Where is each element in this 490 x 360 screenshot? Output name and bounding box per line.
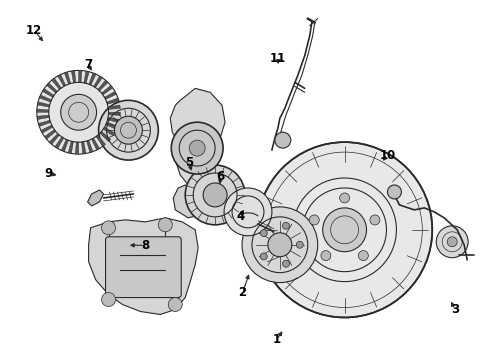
Polygon shape [107,98,119,104]
Text: 2: 2 [239,287,246,300]
Polygon shape [104,91,117,99]
Polygon shape [100,131,111,141]
Circle shape [101,221,116,235]
Polygon shape [37,109,49,112]
Circle shape [296,241,303,248]
Polygon shape [87,140,93,153]
Circle shape [98,100,158,160]
Polygon shape [173,185,205,218]
Polygon shape [64,72,71,84]
Circle shape [101,293,116,306]
Text: 5: 5 [185,156,193,169]
Circle shape [340,193,349,203]
Text: 9: 9 [45,167,53,180]
Polygon shape [89,218,198,315]
Text: 4: 4 [236,210,244,223]
Polygon shape [96,135,105,146]
Circle shape [189,140,205,156]
Polygon shape [45,130,56,139]
Polygon shape [72,71,76,83]
Text: 3: 3 [451,303,459,316]
Polygon shape [41,125,53,133]
Circle shape [185,165,245,225]
Circle shape [224,188,272,236]
Polygon shape [39,95,51,102]
Circle shape [168,298,182,311]
Polygon shape [58,75,66,86]
Polygon shape [78,71,82,82]
Polygon shape [52,78,61,89]
Polygon shape [92,138,99,150]
Polygon shape [171,88,225,188]
Circle shape [242,207,318,283]
FancyBboxPatch shape [105,237,181,298]
Text: 10: 10 [379,149,395,162]
Polygon shape [89,73,96,85]
Polygon shape [94,76,102,87]
Polygon shape [101,85,113,95]
Circle shape [283,260,290,267]
Polygon shape [37,115,49,120]
Polygon shape [49,134,59,144]
Polygon shape [47,83,57,93]
Circle shape [321,251,331,261]
Text: 6: 6 [217,170,225,183]
Circle shape [260,253,267,260]
Polygon shape [38,120,50,127]
Circle shape [158,218,172,232]
Circle shape [436,226,468,258]
Polygon shape [108,105,120,109]
Circle shape [275,132,291,148]
Text: 7: 7 [84,58,92,71]
Polygon shape [108,117,120,123]
Circle shape [172,122,223,174]
Circle shape [283,222,290,229]
Polygon shape [84,71,89,83]
Circle shape [203,183,227,207]
Polygon shape [43,89,54,97]
Circle shape [61,94,97,130]
Circle shape [268,233,292,257]
Circle shape [323,208,367,252]
Circle shape [257,142,432,318]
Circle shape [115,116,143,144]
Circle shape [260,230,267,237]
Polygon shape [81,142,86,154]
Circle shape [358,251,368,261]
Polygon shape [98,80,108,91]
Polygon shape [37,102,49,107]
Polygon shape [61,139,69,152]
Text: 8: 8 [141,239,149,252]
Text: 1: 1 [272,333,281,346]
Polygon shape [108,112,121,116]
Polygon shape [88,190,103,206]
Polygon shape [75,142,78,154]
Text: 11: 11 [270,52,286,65]
Polygon shape [103,127,115,136]
Circle shape [370,215,380,225]
Polygon shape [106,122,118,130]
Polygon shape [68,141,73,153]
Circle shape [447,237,457,247]
Circle shape [388,185,401,199]
Circle shape [309,215,319,225]
Circle shape [37,71,121,154]
Polygon shape [55,137,64,148]
Text: 12: 12 [26,24,42,37]
